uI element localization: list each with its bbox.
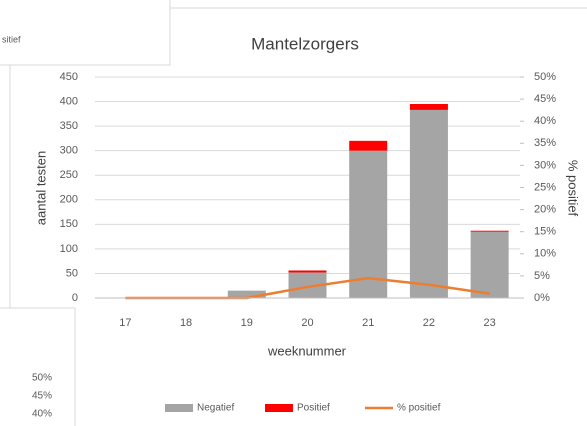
fragment-box — [0, 0, 171, 66]
y2-tick-label: 30% — [534, 159, 556, 171]
fragment-box — [0, 307, 76, 426]
y2-tick-label: 50% — [534, 71, 556, 83]
bar-segment — [349, 140, 388, 151]
bar-segment — [227, 290, 266, 298]
y-tick-label: 150 — [60, 218, 78, 230]
chart-title: Mantelzorgers — [251, 34, 359, 53]
y2-tick-label: 40% — [534, 115, 556, 127]
bar-segment — [470, 231, 509, 298]
y2-tick-label: 25% — [534, 181, 556, 193]
y-tick-label: 50 — [66, 267, 78, 279]
legend-label: Positief — [297, 403, 330, 414]
y2-tick-label: 45% — [534, 93, 556, 105]
plot: 0 50 100 150 200 250 300 350 400 450 0% 5% 10% 15% 20%… — [60, 71, 557, 414]
fragment-label: 40% — [32, 409, 52, 420]
fragment-label: 50% — [32, 373, 52, 384]
fragment-text: sitief — [2, 34, 21, 44]
y-tick-label: 350 — [60, 120, 78, 132]
y-tick-label: 250 — [60, 169, 78, 181]
legend-swatch — [165, 404, 193, 412]
x-tick-label: 23 — [484, 317, 496, 329]
y2-tick-label: 0% — [534, 292, 550, 304]
y2-axis-title: % positief — [566, 160, 581, 217]
legend-swatch — [265, 404, 293, 412]
y-tick-label: 100 — [60, 243, 78, 255]
x-axis-title: weeknummer — [267, 343, 347, 358]
legend-label: % positief — [397, 403, 441, 414]
x-tick-label: 19 — [241, 317, 253, 329]
x-tick-label: 17 — [119, 317, 131, 329]
y-tick-label: 0 — [72, 292, 78, 304]
bar-segment — [288, 270, 327, 273]
bar-segment — [349, 150, 388, 298]
y-tick-label: 300 — [60, 145, 78, 157]
y-tick-label: 400 — [60, 95, 78, 107]
y-axis-title: aantal testen — [33, 151, 48, 225]
y-tick-label: 200 — [60, 194, 78, 206]
bar-segment — [409, 104, 448, 110]
bar-segment — [470, 230, 509, 232]
x-tick-label: 21 — [362, 317, 374, 329]
y2-tick-label: 5% — [534, 270, 550, 282]
y-tick-label: 450 — [60, 71, 78, 83]
y2-tick-label: 15% — [534, 226, 556, 238]
bar-segment — [409, 109, 448, 298]
fragment-label: 45% — [32, 391, 52, 402]
y2-tick-label: 20% — [534, 204, 556, 216]
y2-tick-label: 35% — [534, 137, 556, 149]
x-tick-label: 18 — [180, 317, 192, 329]
x-tick-label: 22 — [423, 317, 435, 329]
x-tick-label: 20 — [301, 317, 313, 329]
y2-tick-label: 10% — [534, 248, 556, 260]
legend-label: Negatief — [197, 403, 234, 414]
